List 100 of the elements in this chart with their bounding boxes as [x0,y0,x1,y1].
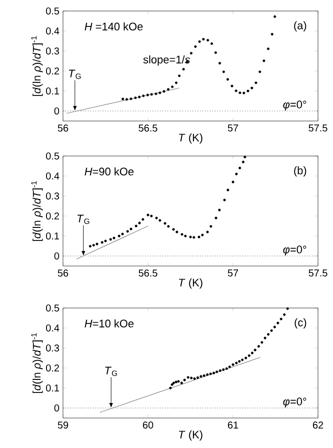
y-axis-title: [d(ln ρ)/dT]$^{-1}$ [31,333,43,393]
point [142,94,145,98]
point [138,96,141,98]
point [206,38,210,42]
point [222,368,225,371]
point [155,216,158,220]
point [146,214,150,216]
point [122,98,124,100]
point [193,377,196,380]
point [232,180,234,184]
annotation: H=10 kOe [84,319,134,328]
point [172,228,175,231]
point [178,74,181,78]
x-tick-label: 56.5 [138,124,158,132]
point [158,92,162,94]
point [274,15,276,18]
point [244,356,248,360]
point [189,236,192,238]
point [96,242,98,246]
y-tick-label: 0.2 [46,364,59,372]
point [248,354,250,357]
y-tick-label: 0.5 [46,304,60,312]
point [172,382,175,384]
annotation: slope=1/s [143,55,190,66]
point [212,372,216,374]
y-tick-label: 0.2 [46,67,59,75]
y-tick-label: 0.3 [46,192,60,200]
point [228,366,231,368]
point [92,244,95,246]
point [210,225,212,228]
annotation: (a) [294,21,306,32]
annotation: (b) [294,166,306,176]
x-tick-label: 56 [58,270,68,277]
point [196,376,200,379]
point [218,208,221,212]
point [118,234,120,238]
point [192,236,196,239]
point [209,372,212,376]
x-tick-label: 57 [228,124,238,132]
point [150,214,153,218]
point [112,236,116,240]
y-tick-label: 0.1 [46,232,60,240]
point [266,333,270,336]
point [232,363,234,366]
x-tick-label: 62 [312,422,324,429]
y-tick-label: 0.2 [46,212,59,220]
point [214,51,217,54]
point [226,78,230,81]
point [225,367,228,370]
point [182,68,185,70]
point [138,222,141,224]
point [238,92,242,94]
y-axis-title: [d(ln ρ)/dT]$^{-1}$ [31,181,43,241]
point [166,88,170,91]
point [242,92,246,94]
annotation: φ=0° [283,246,306,256]
point [109,238,112,241]
point [257,345,260,348]
point [202,374,206,377]
point [276,322,280,324]
point [202,38,205,40]
point [254,348,256,352]
point [254,82,258,84]
point [235,172,238,176]
point [142,218,144,221]
point [190,376,193,380]
point [198,40,201,43]
point [273,326,276,328]
point [170,383,174,386]
point [162,90,166,93]
x-tick-label: 60 [142,422,154,429]
point [154,92,158,96]
point [244,156,246,158]
annotation: φ=0° [283,398,306,408]
point [210,42,214,45]
point [167,225,170,228]
y-tick-label: 0.1 [46,87,60,95]
x-tick-label: 56.5 [138,270,158,277]
x-tick-label: 57.5 [308,124,328,132]
point [270,32,274,36]
point [125,98,128,101]
point [266,48,270,50]
point [130,228,132,230]
point [226,188,230,192]
x-tick-label: 56 [58,124,68,132]
point [184,234,187,238]
point [88,244,92,248]
point [180,382,183,384]
point [134,96,137,100]
point [246,90,250,92]
point [126,230,129,233]
x-tick-label: 61 [228,422,238,429]
point [218,62,222,64]
y-tick-label: 0.5 [46,152,60,160]
point [176,230,178,234]
y-tick-label: 0.4 [46,324,60,332]
point [258,70,262,74]
y-axis-title: [d(ln ρ)/dT]$^{-1}$ [31,36,43,96]
point [222,70,225,74]
point [198,236,200,238]
